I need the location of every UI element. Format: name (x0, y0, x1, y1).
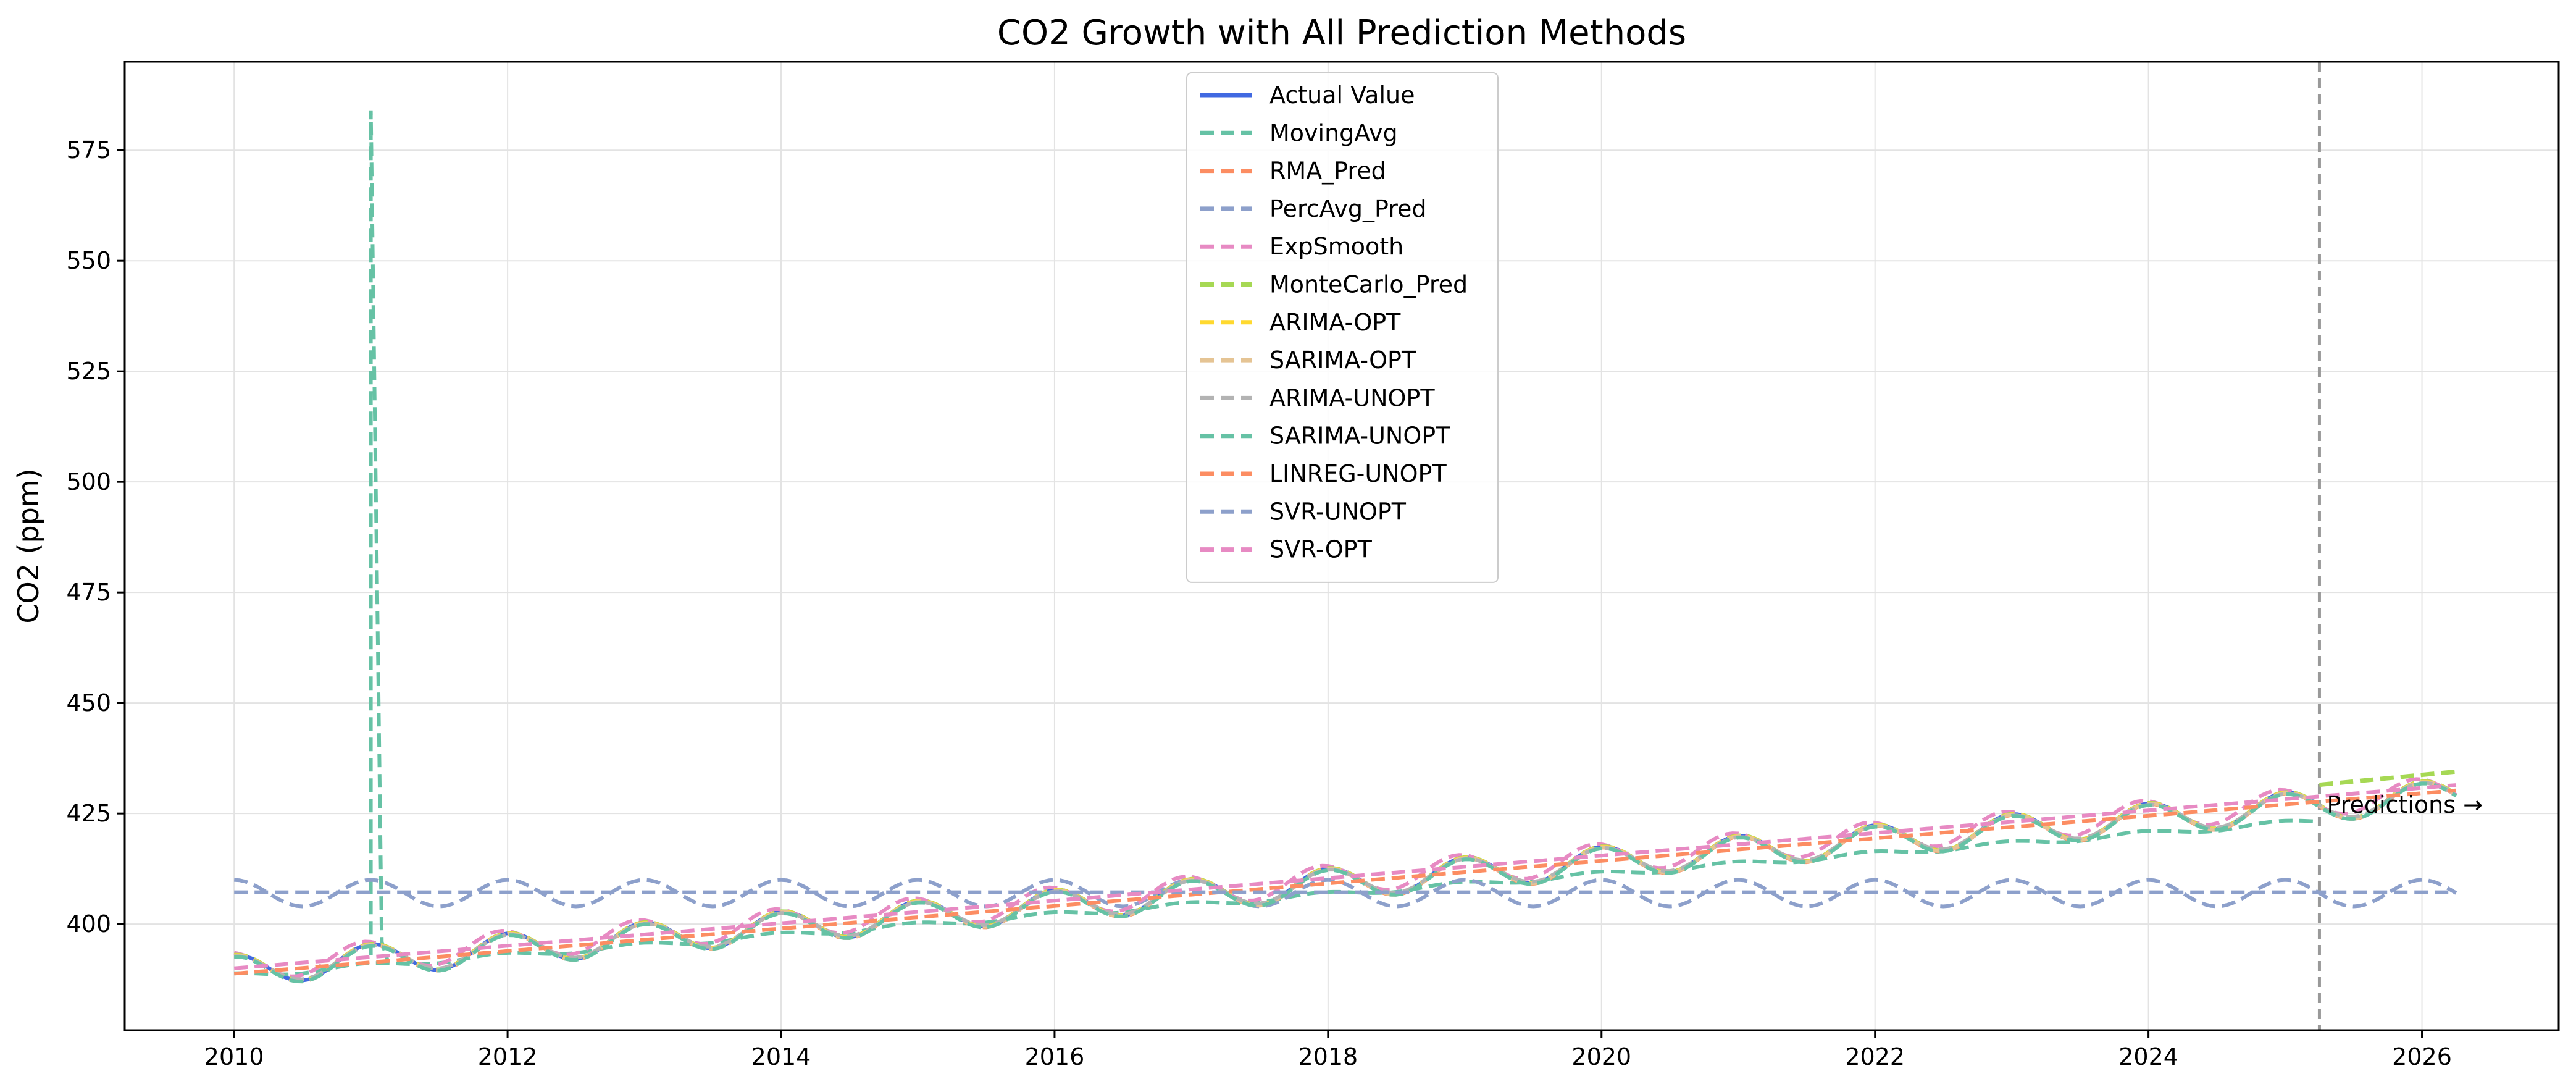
x-tick-label: 2022 (1845, 1043, 1905, 1070)
x-tick-label: 2026 (2392, 1043, 2452, 1070)
series-line-svr-opt (233, 783, 2457, 970)
x-tick-label: 2020 (1571, 1043, 1631, 1070)
chart-title: CO2 Growth with All Prediction Methods (997, 13, 1686, 53)
series-line-sarima-unopt (234, 781, 2457, 984)
x-tick-label: 2018 (1298, 1043, 1358, 1070)
legend-label: ARIMA-UNOPT (1269, 384, 1435, 411)
series-line-percavg-pred (233, 878, 2457, 909)
y-axis-title: CO2 (ppm) (12, 468, 45, 623)
x-tick-label: 2012 (478, 1043, 538, 1070)
y-tick-label: 425 (66, 800, 111, 827)
legend-label: ExpSmooth (1269, 233, 1403, 260)
series-layer (233, 110, 2457, 984)
y-tick-label: 400 (66, 910, 111, 938)
legend-label: SVR-UNOPT (1269, 498, 1407, 525)
y-tick-label: 475 (66, 579, 111, 606)
y-tick-label: 500 (66, 468, 111, 495)
legend-label: MovingAvg (1269, 119, 1398, 146)
series-line-linreg-unopt (233, 788, 2457, 976)
tick-layer: 2010 2012 2014 2016 2018 2020 2022 2024 2026 400 4… (66, 136, 2451, 1070)
legend-box (1186, 72, 1499, 583)
x-tick-label: 2024 (2118, 1043, 2178, 1070)
predictions-annotation: Predictions → (2327, 791, 2483, 818)
legend-label: ARIMA-OPT (1269, 309, 1401, 336)
legend-label: PercAvg_Pred (1269, 195, 1427, 222)
x-tick-label: 2016 (1025, 1043, 1085, 1070)
x-tick-label: 2014 (751, 1043, 811, 1070)
y-tick-label: 575 (66, 136, 111, 164)
series-forecast-montecarlo (2319, 769, 2457, 788)
y-tick-label: 450 (66, 689, 111, 716)
legend-label: SVR-OPT (1269, 536, 1373, 563)
y-tick-label: 550 (66, 247, 111, 274)
y-tick-label: 525 (66, 358, 111, 385)
legend-label: MonteCarlo_Pred (1269, 271, 1468, 298)
legend-label: SARIMA-OPT (1269, 346, 1416, 374)
legend-label: SARIMA-UNOPT (1269, 422, 1450, 450)
legend-label: Actual Value (1269, 82, 1415, 109)
legend: Actual Value MovingAvg RMA_Pred PercAvg_Pre… (1186, 72, 1499, 583)
plot-frame (123, 61, 2560, 1031)
legend-label: LINREG-UNOPT (1269, 460, 1447, 487)
legend-label: RMA_Pred (1269, 158, 1386, 185)
x-tick-label: 2010 (204, 1043, 264, 1070)
